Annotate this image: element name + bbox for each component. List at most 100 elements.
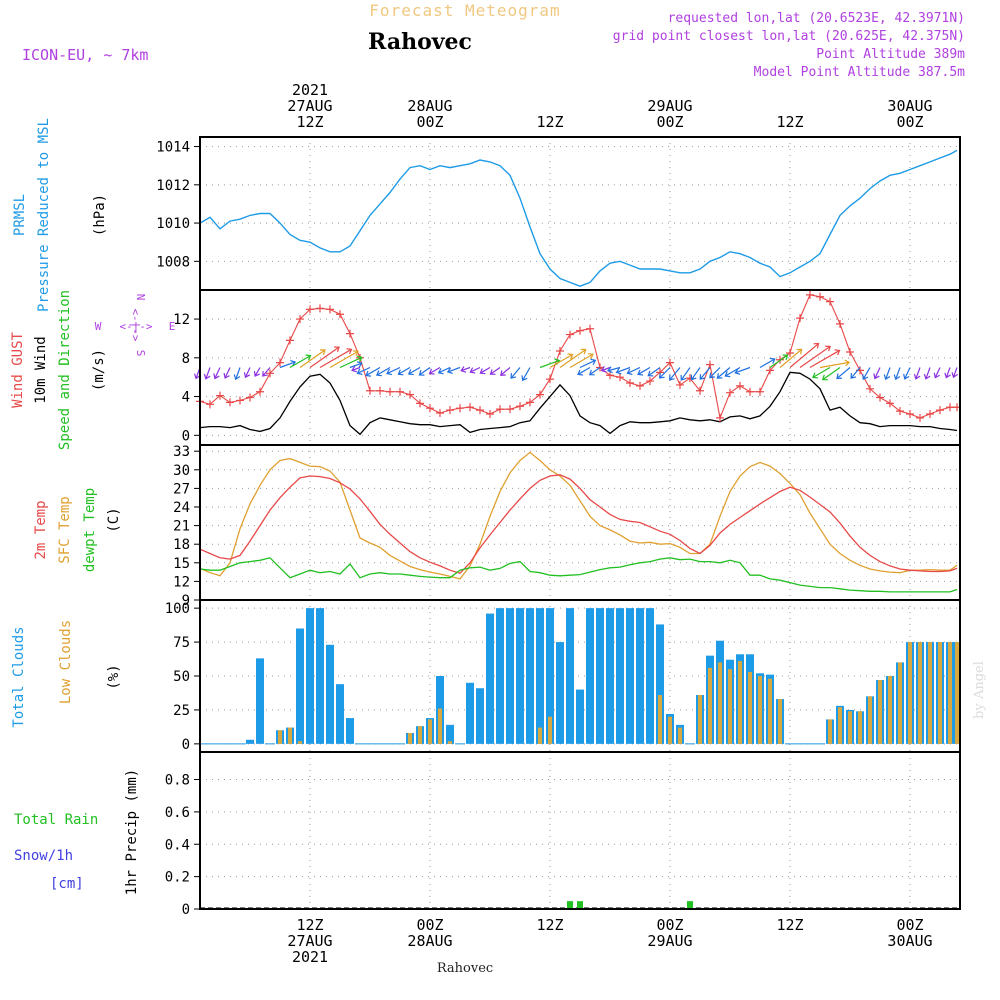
wind-direction-arrow	[850, 367, 861, 379]
wind-direction-arrow	[569, 353, 594, 369]
wind-arrow-head	[647, 370, 654, 377]
temp-label-unit: (C)	[106, 507, 122, 532]
total-clouds-bar	[256, 658, 264, 744]
wind-arrow-head	[883, 374, 891, 381]
wind-arrow-head	[469, 367, 476, 374]
low-clouds-bar	[828, 719, 832, 744]
cloud-label-unit: (%)	[106, 664, 122, 689]
compass-e: E	[169, 320, 176, 333]
wind-arrow-head	[365, 370, 372, 377]
wind-arrow-head	[626, 368, 633, 375]
wind-direction-arrow	[607, 366, 621, 372]
wind-gust-marker	[386, 387, 394, 396]
wind-direction-arrow	[470, 366, 481, 373]
wind-direction-arrow	[490, 367, 501, 375]
wind-gust-marker	[276, 358, 284, 367]
wind-arrow-head	[407, 369, 414, 376]
bottom-time-label: 27AUG	[287, 932, 332, 950]
wind-arrow-head	[352, 350, 359, 357]
wind-arrow-head	[386, 368, 393, 376]
wind-arrow-head	[418, 369, 425, 376]
wind-gust-marker	[416, 399, 424, 408]
y-tick-label: 0.2	[165, 870, 190, 886]
wind-arrow-head	[836, 373, 843, 380]
y-tick-label: 8	[182, 351, 190, 367]
compass-ew-arrow: <-|->	[119, 320, 152, 333]
bottom-time-label: 12Z	[536, 916, 563, 934]
wind-gust-marker	[846, 348, 854, 356]
total-clouds-bar	[546, 608, 554, 744]
wind-direction-arrow	[716, 367, 731, 379]
low-clouds-bar	[278, 730, 282, 744]
panel-frame	[199, 136, 961, 291]
bottom-time-label: 2021	[292, 948, 328, 966]
wind-gust-marker	[326, 305, 334, 314]
low-clouds-bar	[418, 726, 422, 744]
wind-gust-marker	[246, 393, 254, 402]
total-clouds-bar	[296, 628, 304, 744]
wind-direction-arrow	[812, 366, 831, 378]
top-time-label: 00Z	[656, 113, 683, 131]
axis-layer: 1008101010121014048129121518212427303302…	[156, 81, 932, 966]
low-clouds-bar	[778, 699, 782, 744]
wind-gust-marker	[916, 413, 924, 422]
wind-direction-arrow	[461, 366, 471, 372]
wind-gust-marker	[506, 405, 514, 414]
y-tick-label: 21	[173, 519, 190, 535]
total-clouds-bar	[556, 642, 564, 744]
wind-direction-arrow	[510, 367, 521, 379]
compass-w: W	[95, 320, 102, 333]
low-clouds-bar	[658, 695, 662, 744]
compass-ns-arrow: <-|->	[129, 308, 142, 341]
total-clouds-bar	[536, 608, 544, 744]
y-tick-label: 0.4	[165, 837, 190, 853]
wind-gust-marker	[816, 292, 824, 301]
compass-n: N	[134, 294, 147, 301]
wind-arrow-head	[709, 372, 715, 379]
wind-direction-arrow	[735, 366, 751, 374]
wind-arrow-head	[319, 349, 326, 355]
wind-direction-arrow	[376, 366, 391, 376]
wind-labels: Wind GUST 10m Wind Speed and Direction (…	[10, 290, 107, 450]
wind-arrow-head	[658, 372, 665, 379]
total-clouds-bar	[466, 682, 474, 744]
wind-arrow-head	[290, 359, 297, 367]
wind-direction-arrow	[254, 367, 261, 377]
wind-gust-marker	[296, 315, 304, 324]
wind-gust-marker	[536, 390, 544, 399]
total-clouds-bar	[516, 608, 524, 744]
total-clouds-bar	[636, 608, 644, 744]
rain-bar	[577, 901, 583, 909]
wind-gust-marker	[406, 390, 414, 399]
wind-arrow-head	[428, 368, 435, 375]
wind-gust-marker	[796, 314, 804, 323]
wind-arrow-head	[873, 373, 880, 380]
wind-gust-marker	[316, 304, 324, 313]
low-clouds-bar	[918, 642, 922, 744]
wind-arrow-head	[262, 371, 268, 377]
y-tick-label: 9	[182, 593, 190, 609]
wind-direction-arrow	[885, 367, 891, 380]
wind-gust-marker	[746, 387, 754, 396]
wind-arrow-head	[615, 367, 622, 375]
wind-gust-marker	[736, 381, 744, 390]
low-clouds-bar	[955, 642, 959, 744]
wind-arrow-head	[203, 373, 211, 380]
wind-gust-marker	[486, 410, 494, 418]
rain-bar	[687, 901, 693, 909]
wind-direction-arrow	[579, 359, 596, 369]
wind-direction-arrow	[691, 367, 701, 380]
wind-direction-arrow	[419, 367, 431, 376]
total-clouds-bar	[446, 724, 454, 744]
bottom-time-label: 00Z	[656, 916, 683, 934]
wind-direction-arrow	[709, 367, 721, 379]
wind-direction-arrow	[862, 367, 871, 380]
wind-direction-arrow	[669, 367, 681, 381]
wind-arrow-head	[346, 348, 353, 355]
wind-direction-arrow	[224, 367, 231, 379]
wind-arrow-head	[351, 365, 358, 373]
wind-arrow-head	[223, 372, 230, 379]
wind-direction-arrow	[809, 349, 840, 369]
y-tick-label: 4	[182, 390, 190, 406]
